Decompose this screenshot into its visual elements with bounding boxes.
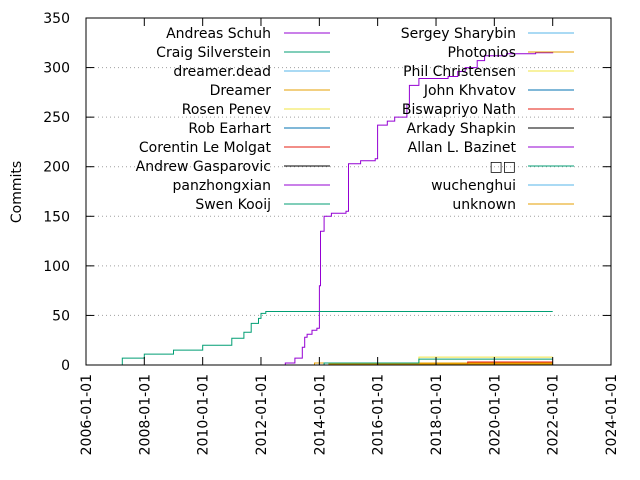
legend-label: Rosen Penev xyxy=(182,102,271,118)
legend-label: Dreamer xyxy=(210,83,272,99)
x-tick-label: 2018-01-01 xyxy=(429,374,445,455)
y-tick-label: 300 xyxy=(43,61,70,77)
legend-label: dreamer.dead xyxy=(173,64,271,80)
legend-label: panzhongxian xyxy=(172,178,271,194)
plot-frame xyxy=(85,17,612,366)
x-tick-label: 2014-01-01 xyxy=(312,374,328,455)
y-axis-label: Commits xyxy=(9,161,25,223)
legend-label: Craig Silverstein xyxy=(156,45,271,61)
x-tick-label: 2006-01-01 xyxy=(79,374,95,455)
legend-label: □□ xyxy=(490,159,516,175)
tick-labels: 0 50 100 150 200 250 300 350 2006-01-01 2008-01-0… xyxy=(43,11,620,455)
legend-label: unknown xyxy=(452,197,516,213)
legend-label: wuchenghui xyxy=(431,178,516,194)
legend-label: Phil Christensen xyxy=(403,64,516,80)
legend-label: Photonios xyxy=(447,45,516,61)
legend: Andreas Schuh Craig Silverstein dreamer.de… xyxy=(136,26,574,213)
x-tick-label: 2012-01-01 xyxy=(254,374,270,455)
y-tick-label: 200 xyxy=(43,160,70,176)
legend-label: Allan L. Bazinet xyxy=(408,140,517,156)
x-tick-label: 2008-01-01 xyxy=(137,374,153,455)
y-tick-label: 350 xyxy=(43,11,70,27)
legend-label: Biswapriyo Nath xyxy=(402,102,516,118)
series-line-1 xyxy=(119,311,553,366)
legend-label: Andreas Schuh xyxy=(166,26,271,42)
series-line-0 xyxy=(261,51,554,366)
x-tick-label: 2010-01-01 xyxy=(196,374,212,455)
legend-label: John Khvatov xyxy=(423,83,516,99)
x-tick-label: 2016-01-01 xyxy=(371,374,387,455)
x-tick-label: 2024-01-01 xyxy=(604,374,620,455)
legend-label: Andrew Gasparovic xyxy=(136,159,271,175)
y-tick-label: 150 xyxy=(43,209,70,225)
legend-label: Corentin Le Molgat xyxy=(139,140,272,156)
y-tick-label: 0 xyxy=(61,358,70,374)
legend-label: Swen Kooij xyxy=(195,197,271,213)
y-tick-label: 250 xyxy=(43,110,70,126)
legend-label: Arkady Shapkin xyxy=(407,121,517,137)
x-tick-label: 2022-01-01 xyxy=(546,374,562,455)
legend-label: Rob Earhart xyxy=(188,121,271,137)
x-tick-label: 2020-01-01 xyxy=(487,374,503,455)
axes xyxy=(85,17,612,366)
y-tick-label: 100 xyxy=(43,259,70,275)
legend-label: Sergey Sharybin xyxy=(401,26,516,42)
y-tick-label: 50 xyxy=(52,308,70,324)
